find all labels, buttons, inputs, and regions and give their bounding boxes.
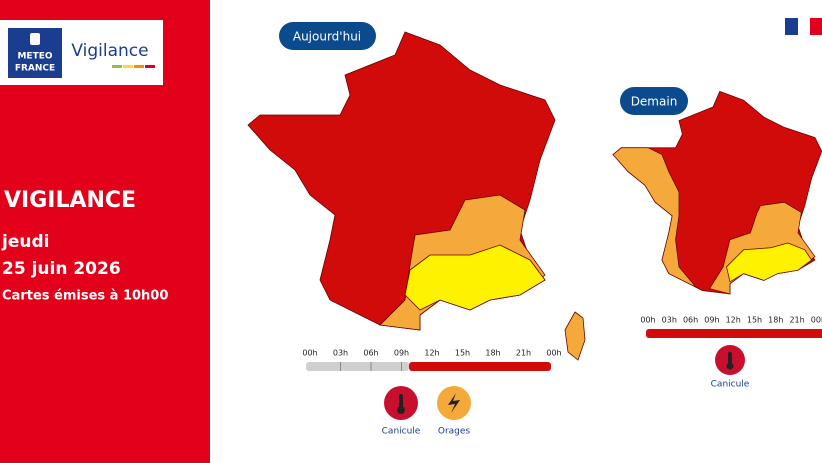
- legend-label: Orages: [438, 427, 471, 437]
- map-badge: [279, 22, 376, 50]
- hour-label: 15h: [747, 316, 762, 325]
- hour-label: 06h: [683, 316, 698, 325]
- thermometer: [726, 362, 734, 370]
- logo-bar: [134, 65, 144, 68]
- hour-label: 00h: [640, 316, 655, 325]
- map-tomorrow: [612, 90, 822, 295]
- hour-label: 00h: [811, 316, 822, 325]
- timeline-active: [646, 329, 822, 338]
- thermometer: [728, 352, 732, 364]
- timeline-past: [306, 362, 409, 371]
- hour-label: 12h: [726, 316, 741, 325]
- hour-label: 09h: [394, 349, 409, 358]
- hour-label: 09h: [704, 316, 719, 325]
- hour-label: 12h: [424, 349, 439, 358]
- hour-label: 18h: [768, 316, 783, 325]
- sidebar-date: 25 juin 2026: [2, 259, 121, 279]
- logo-icon: [30, 33, 40, 45]
- logo-line: FRANCE: [15, 64, 55, 74]
- flag: [785, 18, 822, 35]
- hour-label: 18h: [485, 349, 500, 358]
- thermometer: [399, 394, 403, 408]
- hour-label: 00h: [302, 349, 317, 358]
- map-today: [247, 31, 586, 361]
- sidebar-title: VIGILANCE: [4, 188, 136, 213]
- logo-product: Vigilance: [71, 41, 148, 61]
- lightning: [448, 393, 460, 413]
- hour-label: 06h: [363, 349, 378, 358]
- hour-label: 03h: [662, 316, 677, 325]
- hour-label: 15h: [455, 349, 470, 358]
- sidebar-issued: Cartes émises à 10h00: [2, 289, 168, 304]
- timeline-active: [409, 362, 551, 371]
- map-badge: [620, 87, 688, 115]
- hour-label: 00h: [546, 349, 561, 358]
- legend-label: Canicule: [711, 380, 750, 390]
- logo-line: METEO: [17, 52, 52, 62]
- sidebar-day: jeudi: [1, 232, 49, 252]
- hour-label: 03h: [333, 349, 348, 358]
- map-label: Demain: [631, 95, 678, 109]
- legend-label: Canicule: [382, 427, 421, 437]
- hour-label: 21h: [789, 316, 804, 325]
- logo-bar: [112, 65, 122, 68]
- logo-bar: [123, 65, 133, 68]
- map-label: Aujourd'hui: [293, 30, 361, 44]
- hour-label: 21h: [516, 349, 531, 358]
- logo-bar: [145, 65, 155, 68]
- thermometer: [397, 406, 405, 414]
